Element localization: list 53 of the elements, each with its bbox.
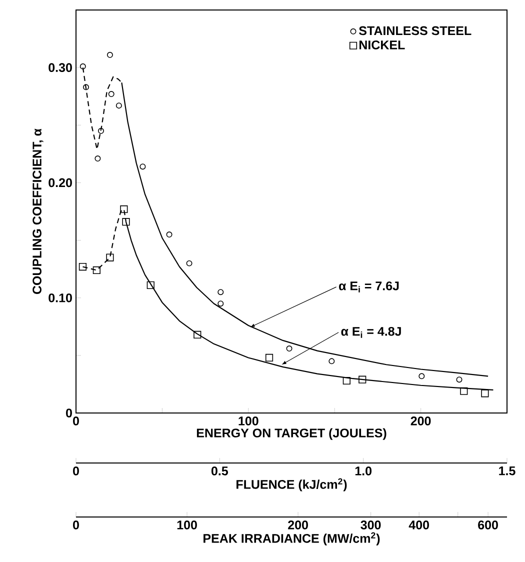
y-tick-label: 0 [66,408,72,418]
y-tick-label: 0.20 [48,178,72,188]
point [106,254,114,262]
point [122,218,130,226]
text: 300 [360,520,381,530]
point [166,232,172,238]
point [108,91,114,98]
point [116,102,122,109]
y-tick-label: 0.30 [48,63,72,72]
x-axis-title: ENERGY ON TARGET (JOULES) [196,428,386,440]
point [460,387,468,395]
y-tick-label: 0.10 [48,293,72,302]
point [456,376,462,383]
point [98,128,104,134]
point [481,390,489,398]
x2-tick-label: 0 [73,466,79,476]
point [146,281,154,289]
point [342,376,350,385]
x2-tick-label: 1.5 [499,466,516,476]
point [106,52,113,58]
annotation: α E$_{i}$ = 7.6J [339,281,399,292]
legend-label: STAINLESS STEEL [359,26,472,36]
x2-tick-label: 1.0 [355,466,372,476]
text: 200 [288,520,308,530]
point [265,354,274,362]
text: 400 [408,520,429,530]
point [120,205,128,213]
y-axis-title: COUPLING COEFFICIENT, α [32,128,44,294]
point [286,346,292,352]
point [186,260,192,266]
text: PEAK IRRADIANCE (MW/cm$^{2}$) [204,532,380,546]
x2-axis-title: FLUENCE (kJ/cm$^{2}$) [236,478,347,492]
point [94,156,101,162]
text: 0 [73,520,79,530]
point [218,300,224,307]
point [358,376,366,384]
point [218,289,224,296]
legend-label: NICKEL [359,40,405,50]
point [80,63,86,70]
x-tick-label: 100 [238,416,258,426]
point [83,84,89,90]
x-tick-label: 0 [73,416,79,426]
point [194,330,202,338]
x2-tick-label: 0.5 [211,466,228,476]
annotation: α E$_{i}$ = 4.8J [341,326,401,338]
text: 600 [478,520,498,530]
text: 100 [177,520,197,530]
point [92,266,100,274]
point [78,262,87,271]
point [418,373,425,380]
point [140,164,146,170]
point [328,358,335,364]
x-tick-label: 200 [410,416,431,426]
